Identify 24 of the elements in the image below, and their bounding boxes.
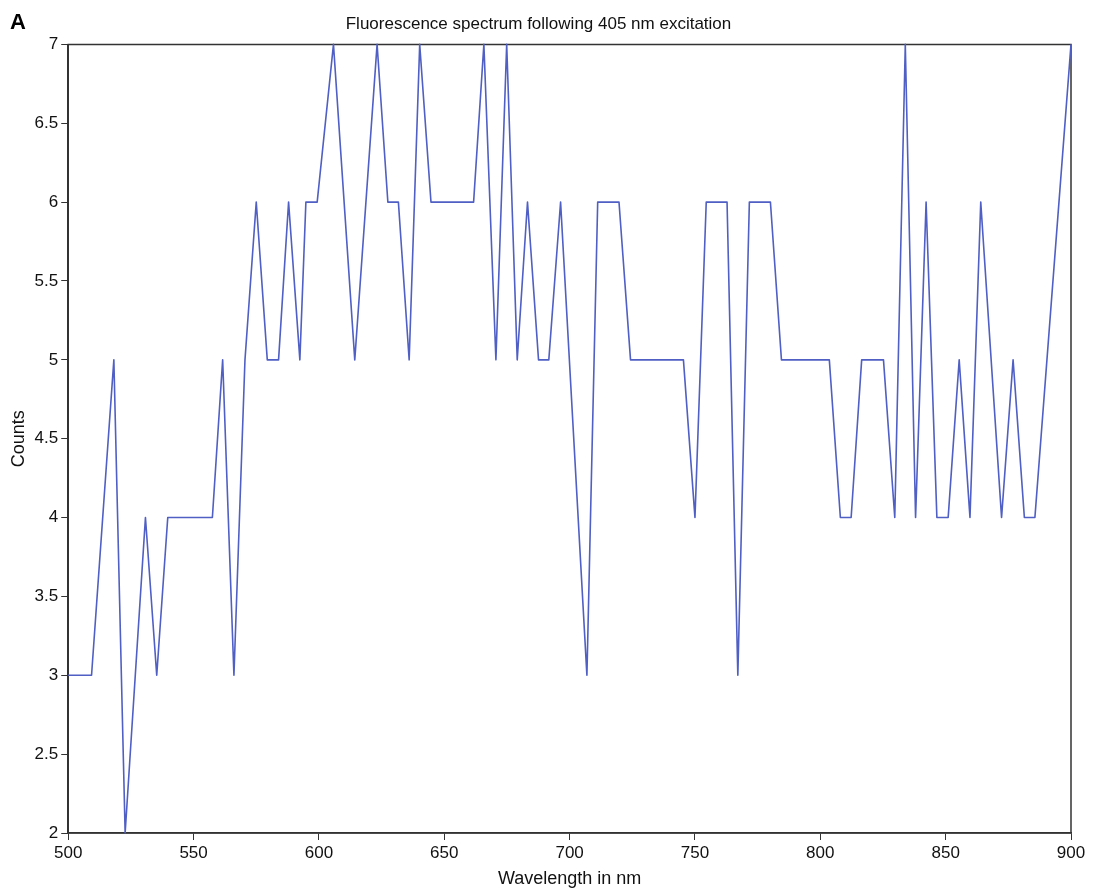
y-tick-label: 5.5 <box>34 270 59 290</box>
x-tick-label: 900 <box>1056 842 1086 862</box>
y-axis-title: Counts <box>7 410 28 468</box>
y-tick-label: 2.5 <box>34 743 59 763</box>
x-tick-label: 850 <box>931 842 960 862</box>
y-tick-label: 6.5 <box>34 112 59 132</box>
x-tick-label: 750 <box>680 842 710 862</box>
y-tick-label: 4.5 <box>34 428 59 448</box>
x-tick-label: 650 <box>430 842 459 862</box>
y-tick-label: 2 <box>48 822 59 842</box>
y-tick-label: 7 <box>48 34 59 54</box>
y-tick-label: 4 <box>48 507 59 527</box>
y-tick-label: 6 <box>48 191 59 211</box>
x-tick-label: 700 <box>555 842 584 862</box>
x-tick-label: 550 <box>179 842 208 862</box>
x-tick-label: 600 <box>304 842 334 862</box>
x-tick-label: 500 <box>54 842 83 862</box>
text: A <box>10 9 26 35</box>
chart-title: Fluorescence spectrum following 405 nm excitation <box>345 13 732 33</box>
y-tick-label: 3.5 <box>34 586 59 606</box>
x-axis-title: Wavelength in nm <box>497 868 642 889</box>
y-tick-label: 5 <box>48 349 59 369</box>
x-tick-label: 800 <box>806 842 835 862</box>
y-tick-label: 3 <box>48 664 59 684</box>
